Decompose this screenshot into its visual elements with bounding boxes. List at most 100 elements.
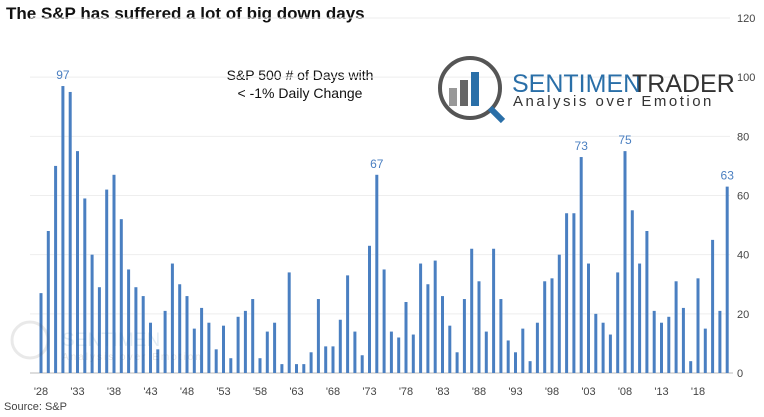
bar — [127, 269, 131, 373]
bar — [192, 328, 196, 373]
watermark: SENTIMEN Analysis over Emotion — [10, 320, 201, 363]
bar — [550, 278, 554, 373]
bar — [441, 296, 444, 373]
x-tick-label: '48 — [180, 386, 194, 398]
bar — [170, 263, 174, 373]
bar — [557, 254, 561, 373]
x-tick-label: '58 — [253, 386, 267, 398]
bar — [696, 278, 700, 373]
bar — [375, 174, 379, 373]
bar — [185, 296, 189, 373]
bar — [251, 299, 255, 373]
bar — [316, 299, 320, 373]
x-tick-label: '68 — [326, 386, 340, 398]
bar — [243, 310, 247, 373]
bar — [156, 349, 160, 373]
bar — [703, 328, 707, 373]
bar — [419, 263, 423, 373]
x-tick-label: '98 — [545, 386, 559, 398]
x-tick-label: '38 — [107, 386, 121, 398]
bar — [178, 284, 182, 373]
bar — [76, 151, 79, 373]
bar — [630, 210, 634, 373]
y-tick-label: 60 — [737, 191, 749, 203]
bar — [287, 272, 291, 373]
bar — [83, 198, 87, 373]
bar — [681, 307, 685, 373]
bar — [200, 307, 204, 373]
bar — [68, 91, 72, 373]
bar — [718, 310, 722, 373]
bar — [455, 352, 459, 373]
bar — [572, 213, 576, 373]
bar — [594, 313, 598, 373]
source-note: Source: S&P — [4, 401, 67, 413]
bar — [674, 281, 678, 373]
bar — [360, 355, 364, 373]
data-label: 63 — [721, 169, 735, 183]
chart-annotation: S&P 500 # of Days with < -1% Daily Chang… — [190, 66, 410, 102]
bar — [236, 316, 240, 373]
y-tick-label: 100 — [737, 72, 755, 84]
bar — [389, 331, 393, 373]
bar — [652, 310, 656, 373]
annotation-line-2: < -1% Daily Change — [237, 85, 363, 101]
data-label: 97 — [56, 68, 70, 82]
bar — [616, 272, 620, 373]
bar — [90, 254, 94, 373]
bar — [514, 352, 517, 373]
bar — [404, 302, 408, 373]
data-label: 75 — [618, 133, 632, 147]
bar — [265, 331, 269, 373]
bar — [105, 189, 109, 373]
bar — [149, 322, 152, 373]
bar — [499, 299, 503, 373]
bar — [273, 322, 277, 373]
bar — [353, 331, 357, 373]
bar — [46, 231, 50, 373]
bar — [97, 287, 101, 373]
x-tick-label: '53 — [216, 386, 230, 398]
x-tick-label: '88 — [472, 386, 486, 398]
bar — [397, 337, 401, 373]
bar — [258, 358, 262, 373]
bar — [61, 86, 65, 374]
x-tick-label: '83 — [435, 386, 449, 398]
bar — [725, 186, 729, 373]
logo-name-a: SENTIMEN — [512, 70, 641, 98]
bar — [163, 310, 167, 373]
bar — [214, 349, 218, 373]
bar — [382, 269, 386, 373]
bar — [426, 284, 430, 373]
y-tick-label: 120 — [737, 13, 755, 25]
bar — [689, 361, 693, 373]
y-tick-label: 40 — [737, 250, 749, 262]
x-tick-label: '33 — [70, 386, 84, 398]
x-tick-label: '03 — [581, 386, 595, 398]
x-tick-label: '28 — [34, 386, 48, 398]
bar — [623, 151, 627, 373]
bar — [280, 364, 284, 373]
x-tick-label: '73 — [362, 386, 376, 398]
bar — [222, 325, 225, 373]
bar — [535, 322, 539, 373]
bar — [119, 219, 123, 373]
bar — [39, 293, 43, 373]
y-tick-label: 80 — [737, 131, 749, 143]
bar — [302, 364, 306, 373]
bar — [521, 328, 525, 373]
bar — [484, 331, 488, 373]
bar — [579, 157, 583, 373]
logo-name-b: TRADER — [632, 70, 735, 98]
logo-tagline: Analysis over Emotion — [513, 93, 714, 110]
x-tick-label: '78 — [399, 386, 413, 398]
y-tick-label: 0 — [737, 368, 743, 380]
bar — [229, 358, 233, 373]
x-tick-label: '18 — [691, 386, 705, 398]
svg-text:SENTIMEN: SENTIMEN — [62, 330, 160, 351]
y-tick-label: 20 — [737, 309, 749, 321]
bar — [638, 263, 642, 373]
bar — [295, 364, 298, 373]
bar — [470, 248, 474, 373]
